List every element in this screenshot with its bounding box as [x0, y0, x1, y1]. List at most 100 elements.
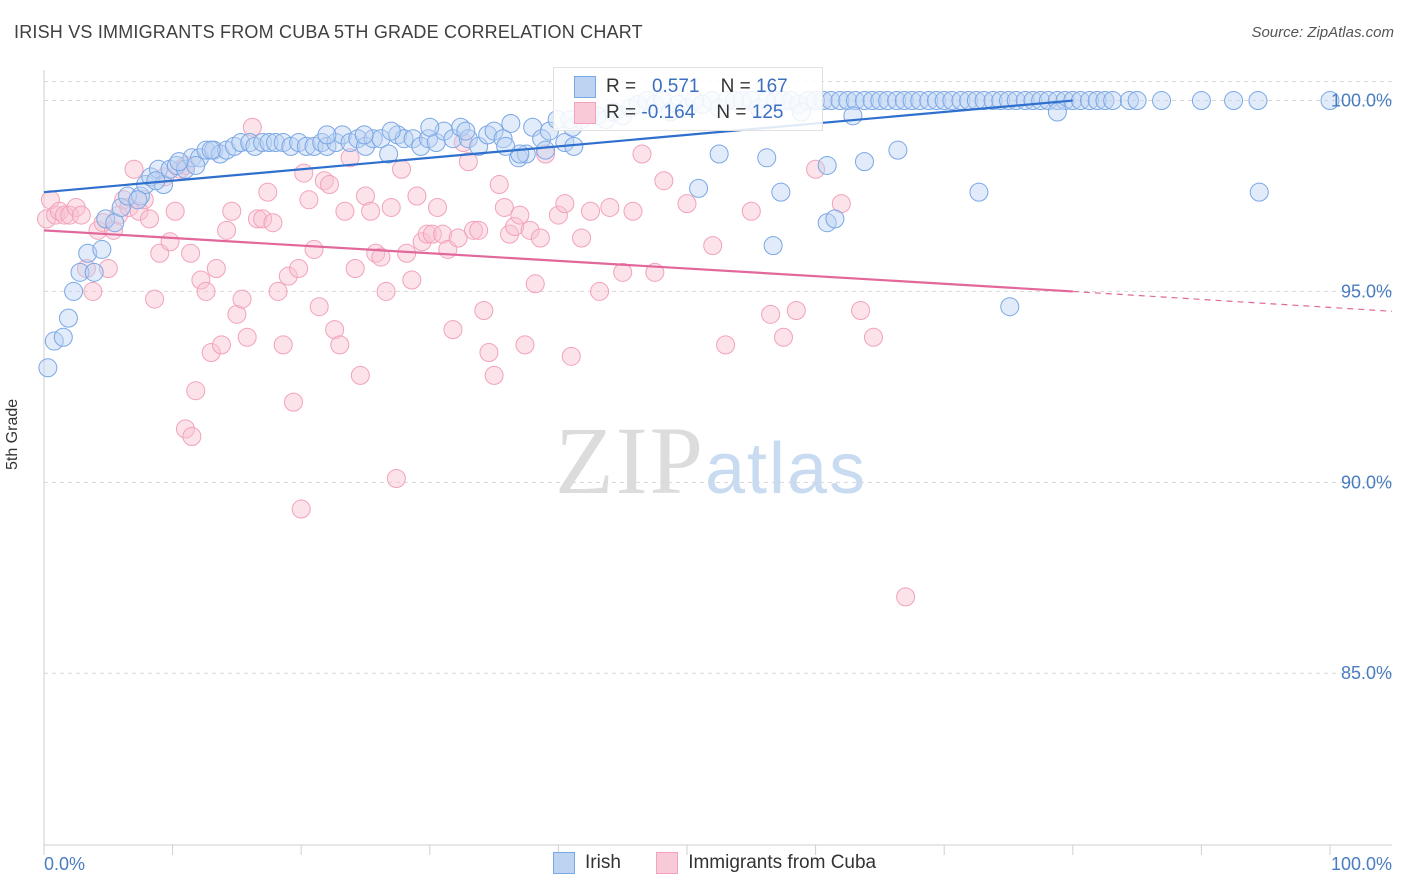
cuba-point-113: [741, 201, 761, 221]
cuba-point-48: [283, 392, 303, 412]
cuba-point-103: [590, 281, 610, 301]
cuba-point-115: [773, 327, 793, 347]
irish-point-58: [458, 129, 478, 149]
irish-point-42: [332, 125, 352, 145]
cuba-point-50: [294, 163, 314, 183]
cuba-point-12: [98, 259, 118, 279]
irish-point-4: [64, 281, 84, 301]
cuba-point-52: [304, 239, 324, 259]
axes: [43, 70, 1392, 855]
irish-point-62: [493, 129, 513, 149]
legend-row-irish: R = 0.571 N = 167: [574, 76, 788, 100]
cuba-point-82: [458, 152, 478, 172]
cuba-point-116: [786, 301, 806, 321]
cuba-point-68: [386, 468, 406, 488]
legend-label-cuba: Immigrants from Cuba: [688, 852, 877, 874]
source-label: Source: ZipAtlas.com: [1251, 24, 1394, 41]
watermark-atlas: atlas: [705, 429, 868, 509]
irish-point-51: [403, 129, 423, 149]
legend-swatch-cuba-bottom: [656, 852, 679, 874]
irish-point-139: [1119, 91, 1139, 111]
cuba-point-45: [268, 281, 288, 301]
irish-point-20: [175, 159, 195, 179]
irish-point-146: [1047, 102, 1067, 122]
correlation-legend: R = 0.571 N = 167 R = -0.164 N = 125: [553, 67, 823, 131]
irish-point-141: [1152, 91, 1172, 111]
legend-n-value-cuba: 125: [751, 102, 784, 124]
irish-point-108: [862, 91, 882, 111]
legend-r-label-cuba: R =: [606, 102, 637, 124]
cuba-point-4: [55, 205, 75, 225]
cuba-point-114: [761, 304, 781, 324]
cuba-point-46: [273, 335, 293, 355]
cuba-point-58: [335, 201, 355, 221]
legend-n-label-irish: N =: [720, 76, 751, 98]
irish-point-8: [92, 239, 112, 259]
cuba-point-59: [340, 148, 360, 168]
chart-title: IRISH VS IMMIGRANTS FROM CUBA 5TH GRADE …: [14, 22, 643, 42]
cuba-point-43: [258, 182, 278, 202]
cuba-point-67: [381, 197, 401, 217]
irish-point-3: [58, 308, 78, 328]
cuba-point-72: [407, 186, 427, 206]
irish-point-115: [919, 91, 939, 111]
cuba-trend-line: [43, 229, 1073, 293]
cuba-point-107: [632, 144, 652, 164]
irish-point-2: [53, 327, 73, 347]
cuba-point-17: [124, 159, 144, 179]
irish-point-11: [111, 197, 131, 217]
cuba-point-102: [581, 201, 601, 221]
cuba-point-40: [242, 117, 262, 137]
irish-trend-line: [43, 99, 1073, 194]
cuba-point-54: [314, 171, 334, 191]
cuba-point-62: [356, 186, 375, 206]
cuba-point-75: [422, 224, 442, 244]
irish-point-109: [870, 91, 890, 111]
legend-label-irish: Irish: [585, 852, 621, 874]
irish-point-138: [1103, 91, 1123, 111]
cuba-point-110: [677, 194, 697, 214]
cuba-point-109: [654, 171, 674, 191]
irish-point-32: [259, 133, 279, 153]
irish-point-37: [296, 136, 316, 156]
cuba-point-77: [433, 224, 453, 244]
irish-point-116: [926, 91, 946, 111]
cuba-point-117: [806, 159, 826, 179]
cuba-point-9: [83, 281, 103, 301]
irish-point-174: [169, 152, 189, 172]
irish-point-167: [456, 121, 476, 141]
irish-point-164: [536, 140, 556, 160]
series-legend: Irish Immigrants from Cuba: [553, 852, 906, 874]
cuba-point-88: [489, 175, 509, 195]
cuba-point-96: [530, 228, 550, 248]
cuba-point-71: [402, 270, 422, 290]
cuba-point-32: [201, 343, 221, 363]
irish-point-113: [902, 91, 922, 111]
cuba-point-120: [863, 327, 883, 347]
cuba-point-38: [232, 289, 252, 309]
cuba-point-91: [505, 217, 525, 237]
irish-point-153: [888, 140, 908, 160]
irish-point-136: [1087, 91, 1107, 111]
cuba-point-83: [464, 220, 484, 240]
irish-point-144: [1248, 91, 1268, 111]
cuba-point-111: [703, 236, 723, 256]
cuba-point-100: [561, 346, 581, 366]
cuba-point-89: [494, 197, 514, 217]
cuba-point-42: [253, 209, 273, 229]
cuba-point-37: [227, 304, 247, 324]
irish-point-135: [1080, 91, 1100, 111]
cuba-point-5: [60, 205, 80, 225]
cuba-point-53: [309, 297, 329, 317]
cuba-point-57: [330, 335, 350, 355]
legend-swatch-irish-bottom: [553, 852, 575, 874]
cuba-point-26: [170, 159, 190, 179]
legend-item-cuba: Immigrants from Cuba: [656, 852, 876, 874]
irish-point-137: [1095, 91, 1115, 111]
irish-point-57: [451, 117, 471, 137]
y-tick-label-2: 95.0%: [1341, 281, 1392, 301]
irish-point-156: [689, 178, 709, 198]
cuba-point-123: [182, 427, 202, 447]
irish-point-105: [838, 91, 858, 111]
irish-point-159: [825, 209, 845, 229]
